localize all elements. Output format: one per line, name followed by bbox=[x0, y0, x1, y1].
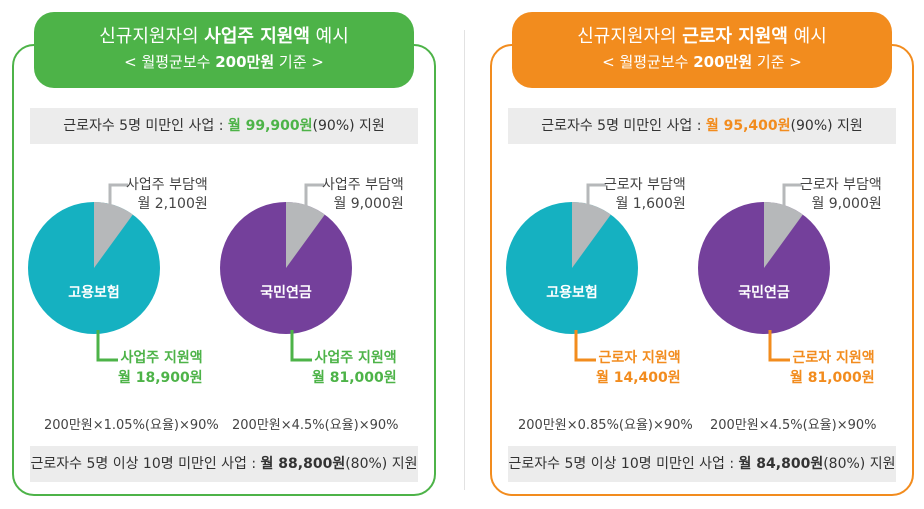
employer-bottom-bar: 근로자수 5명 이상 10명 미만인 사업 : 월 88,800원(80%) 지… bbox=[30, 446, 418, 482]
worker-panel-header: 신규지원자의 근로자 지원액 예시 < 월평균보수 200만원 기준 > bbox=[512, 12, 892, 88]
employment-insurance-burden-slice bbox=[572, 202, 611, 268]
employer-pie2-label: 국민연금 bbox=[260, 285, 312, 301]
national-pension-burden-slice bbox=[286, 202, 325, 268]
employer-pie1-label: 고용보험 bbox=[68, 285, 120, 301]
employer-pie2-support-leader bbox=[290, 330, 312, 362]
worker-top-amount: 월 95,400원 bbox=[705, 118, 791, 134]
worker-employment-insurance-pie bbox=[506, 202, 638, 334]
national-pension-burden-slice bbox=[764, 202, 803, 268]
worker-pie1-formula: 200만원×0.85%(요율)×90% bbox=[518, 418, 693, 433]
worker-pie2-support-leader bbox=[768, 330, 790, 362]
worker-pie2-label: 국민연금 bbox=[738, 285, 790, 301]
employer-pie2-formula: 200만원×4.5%(요율)×90% bbox=[232, 418, 399, 433]
worker-pie1-burden-leader bbox=[586, 183, 606, 222]
employment-insurance-burden-slice bbox=[94, 202, 133, 268]
employer-employment-insurance-pie bbox=[28, 202, 160, 334]
worker-pie2-support: 근로자 지원액 월 81,000원 bbox=[790, 350, 875, 386]
employer-top-bar: 근로자수 5명 미만인 사업 : 월 99,900원(90%) 지원 bbox=[30, 108, 418, 144]
employer-panel-header: 신규지원자의 사업주 지원액 예시 < 월평균보수 200만원 기준 > bbox=[34, 12, 414, 88]
employer-pie2-burden-leader bbox=[304, 183, 324, 222]
employer-pie1-support: 사업주 지원액 월 18,900원 bbox=[118, 350, 203, 386]
employer-header-subtitle: < 월평균보수 200만원 기준 > bbox=[124, 53, 324, 71]
employer-pie1-formula: 200만원×1.05%(요율)×90% bbox=[44, 418, 219, 433]
employer-pie1-support-leader bbox=[96, 330, 118, 362]
worker-pie2-burden-leader bbox=[782, 183, 802, 222]
worker-top-bar: 근로자수 5명 미만인 사업 : 월 95,400원(90%) 지원 bbox=[508, 108, 896, 144]
worker-national-pension-pie bbox=[698, 202, 830, 334]
employer-national-pension-pie bbox=[220, 202, 352, 334]
worker-header-title: 신규지원자의 근로자 지원액 예시 bbox=[577, 26, 827, 47]
employer-top-amount: 월 99,900원 bbox=[227, 118, 313, 134]
worker-bottom-amount: 월 84,800원 bbox=[738, 456, 824, 472]
employer-pie2-burden: 사업주 부담액 월 9,000원 bbox=[322, 177, 404, 212]
panel-divider bbox=[464, 30, 465, 490]
employer-pie1-burden-leader bbox=[108, 183, 128, 222]
employer-pie2-support: 사업주 지원액 월 81,000원 bbox=[312, 350, 397, 386]
worker-pie1-burden: 근로자 부담액 월 1,600원 bbox=[604, 177, 686, 212]
worker-pie1-support: 근로자 지원액 월 14,400원 bbox=[596, 350, 681, 386]
worker-pie1-label: 고용보험 bbox=[546, 285, 598, 301]
worker-header-subtitle: < 월평균보수 200만원 기준 > bbox=[602, 53, 802, 71]
worker-pie2-burden: 근로자 부담액 월 9,000원 bbox=[800, 177, 882, 212]
worker-bottom-bar: 근로자수 5명 이상 10명 미만인 사업 : 월 84,800원(80%) 지… bbox=[508, 446, 896, 482]
employer-pie1-burden: 사업주 부담액 월 2,100원 bbox=[126, 177, 208, 212]
employer-bottom-amount: 월 88,800원 bbox=[260, 456, 346, 472]
worker-pie1-support-leader bbox=[574, 330, 596, 362]
worker-pie2-formula: 200만원×4.5%(요율)×90% bbox=[710, 418, 877, 433]
employer-header-title: 신규지원자의 사업주 지원액 예시 bbox=[99, 26, 349, 47]
